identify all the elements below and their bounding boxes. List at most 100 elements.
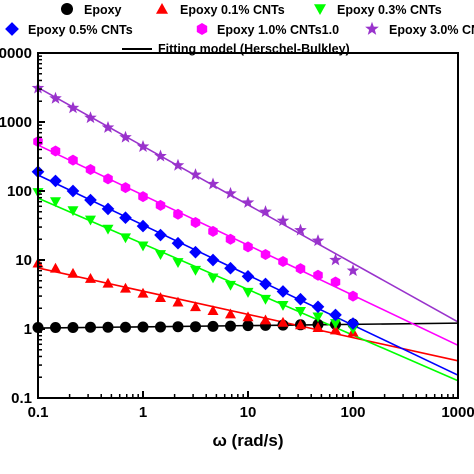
data-point <box>348 290 358 302</box>
data-point <box>171 158 185 171</box>
legend-label: Epoxy 1.0% CNTs1.0 <box>217 23 339 37</box>
series-epoxy-0-1-cnts <box>32 257 359 337</box>
data-point <box>50 197 62 208</box>
data-point <box>311 234 325 247</box>
data-point <box>67 206 79 217</box>
series-epoxy-0-3-cnts <box>32 188 359 335</box>
data-point <box>84 111 97 124</box>
data-point <box>120 282 132 293</box>
data-point <box>50 322 62 334</box>
series-epoxy-0-5-cnts <box>31 165 360 330</box>
data-point <box>67 322 79 334</box>
data-point <box>259 277 272 291</box>
data-point <box>66 184 80 198</box>
data-point <box>242 287 254 298</box>
x-tick-label: 1 <box>139 404 147 421</box>
data-point <box>330 319 342 330</box>
data-point <box>206 177 220 190</box>
data-point <box>294 319 306 330</box>
data-point <box>276 285 290 298</box>
data-point <box>154 149 167 162</box>
data-point <box>137 241 149 252</box>
data-point <box>311 300 325 314</box>
data-point <box>155 292 167 303</box>
data-point <box>119 130 132 143</box>
data-point <box>138 191 148 203</box>
y-tick-label: 1000 <box>0 114 32 131</box>
data-point <box>189 301 201 312</box>
data-point <box>84 321 96 333</box>
data-point <box>49 174 62 188</box>
data-point <box>155 321 167 333</box>
legend-marker <box>156 3 168 14</box>
x-axis-title: ω (rad/s) <box>212 431 283 450</box>
data-point <box>313 269 323 281</box>
data-point <box>241 269 255 283</box>
data-point <box>189 168 202 181</box>
legend: Epoxy Epoxy 0.1% CNTs Epoxy 0.3% CNTs Epoxy… <box>5 3 474 56</box>
legend-marker <box>365 21 379 35</box>
data-point <box>66 101 80 114</box>
data-point <box>207 305 219 315</box>
data-point <box>241 195 255 208</box>
x-tick-label: 0.1 <box>28 404 49 421</box>
data-point <box>189 245 202 259</box>
legend-marker <box>5 22 19 36</box>
data-point <box>224 186 237 199</box>
data-point <box>50 262 62 273</box>
data-point <box>173 208 183 220</box>
data-point <box>137 287 149 298</box>
data-point <box>330 276 341 288</box>
fit-lines <box>37 86 459 382</box>
data-point <box>102 321 114 333</box>
data-point <box>259 205 272 218</box>
data-point <box>207 273 219 284</box>
data-point <box>68 154 78 166</box>
legend-label: Epoxy 0.1% CNTs <box>180 3 285 17</box>
data-point <box>243 241 253 253</box>
y-tick-label: 100 <box>7 183 32 200</box>
data-point <box>260 294 272 305</box>
data-point <box>189 265 201 276</box>
legend-label: Epoxy 0.5% CNTs <box>28 23 133 37</box>
data-point <box>330 324 342 335</box>
data-point <box>103 173 113 185</box>
data-point <box>171 236 185 250</box>
data-point <box>190 216 201 228</box>
data-point <box>136 219 150 233</box>
data-point <box>67 267 79 278</box>
legend-marker <box>314 4 326 15</box>
data-point <box>294 223 307 236</box>
data-point <box>102 277 114 288</box>
series-epoxy <box>32 318 359 334</box>
data-point <box>120 321 132 333</box>
data-point <box>277 300 289 311</box>
data-point <box>225 233 236 245</box>
series-epoxy-1-0-cnts1-0 <box>33 136 358 302</box>
data-point <box>84 215 96 226</box>
data-point <box>294 306 306 317</box>
data-point <box>225 308 237 319</box>
data-point <box>136 140 150 152</box>
data-point <box>242 311 254 322</box>
data-point <box>276 214 290 227</box>
data-point <box>172 321 184 333</box>
data-point <box>277 316 289 327</box>
data-point <box>260 314 272 325</box>
data-point <box>154 228 167 242</box>
data-point <box>206 253 220 267</box>
data-point <box>155 199 166 211</box>
data-point <box>102 224 114 235</box>
data-point <box>189 321 201 333</box>
y-tick-label: 10 <box>15 252 32 269</box>
data-point <box>346 264 360 277</box>
data-point <box>172 258 184 268</box>
data-point <box>49 91 62 104</box>
legend-marker <box>61 3 73 15</box>
legend-label: Epoxy <box>84 3 122 17</box>
x-tick-label: 10 <box>240 404 257 421</box>
legend-marker <box>196 23 208 35</box>
data-point <box>119 211 132 225</box>
data-point <box>346 317 360 330</box>
